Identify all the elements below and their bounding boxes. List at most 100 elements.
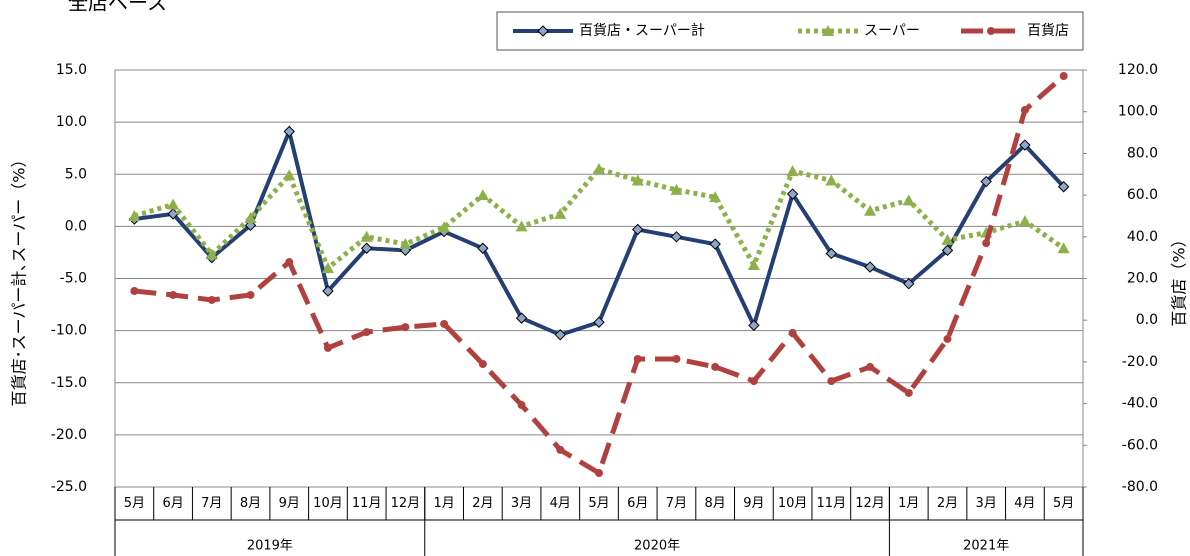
data-point: [283, 169, 296, 181]
x-tick-label: 4月: [550, 496, 571, 511]
data-point: [786, 165, 799, 177]
x-tick-label: 3月: [511, 496, 532, 511]
x-tick-label: 12月: [855, 496, 885, 511]
series-line: [133, 166, 1066, 273]
x-tick-label: 4月: [1014, 496, 1035, 511]
data-point: [825, 247, 838, 260]
data-point: [283, 125, 295, 138]
y-tick-label: 15.0: [56, 62, 87, 78]
data-point: [438, 221, 451, 233]
legend-marker: [987, 27, 995, 35]
y-tick-label: -25.0: [51, 479, 87, 495]
data-point: [1057, 242, 1070, 254]
data-point: [943, 334, 952, 343]
data-point: [477, 242, 489, 254]
y2-tick-label: -60.0: [1122, 437, 1158, 453]
legend-box: [496, 11, 1084, 51]
data-point: [749, 377, 758, 386]
data-point: [941, 233, 954, 245]
legend-label: スーパー: [864, 23, 920, 39]
data-point: [285, 258, 294, 267]
year-label: 2020年: [634, 539, 680, 554]
x-tick-label: 10月: [778, 496, 808, 511]
y-tick-label: 5.0: [65, 166, 87, 182]
data-point: [401, 323, 410, 332]
legend-marker: [822, 25, 834, 36]
year-label: 2021年: [963, 539, 1009, 554]
x-tick-label: 5月: [588, 496, 609, 511]
y-tick-label: 0.0: [65, 218, 87, 234]
y2-tick-label: 60.0: [1127, 187, 1158, 203]
data-point: [323, 343, 332, 352]
x-tick-label: 7月: [666, 496, 687, 511]
y2-axis-label: 百貨店（%）: [1170, 231, 1189, 326]
data-point: [246, 290, 255, 299]
y-tick-label: -20.0: [51, 427, 87, 443]
data-point: [554, 329, 566, 341]
data-point: [711, 362, 720, 371]
x-tick-label: 8月: [240, 496, 261, 511]
data-point: [478, 359, 487, 368]
data-point: [440, 319, 449, 328]
y-axis-label: 百貨店･スーパー計､スーパー（%）: [10, 152, 29, 407]
y2-tick-label: 40.0: [1127, 229, 1158, 245]
data-point: [360, 230, 373, 242]
data-point: [244, 212, 257, 224]
y2-tick-label: 120.0: [1118, 62, 1158, 78]
data-point: [632, 223, 644, 236]
data-point: [205, 248, 218, 260]
data-point: [1057, 181, 1070, 193]
y2-tick-label: -80.0: [1122, 479, 1158, 495]
data-point: [556, 445, 565, 454]
data-point: [476, 189, 489, 201]
x-tick-label: 9月: [743, 496, 764, 511]
data-point: [709, 238, 721, 250]
data-point: [128, 209, 141, 221]
plot-frame: [114, 69, 1084, 488]
data-point: [825, 174, 838, 186]
x-tick-label: 7月: [201, 496, 222, 511]
data-point: [1020, 106, 1029, 115]
data-point: [595, 469, 603, 478]
series-line: [134, 125, 1066, 337]
x-tick-label: 1月: [898, 496, 919, 511]
y2-tick-label: 20.0: [1127, 271, 1158, 287]
data-point: [788, 328, 797, 337]
data-point: [670, 231, 683, 243]
year-label: 2019年: [247, 539, 293, 554]
y-tick-label: -10.0: [51, 323, 87, 339]
data-point: [167, 198, 180, 210]
x-tick-label: 3月: [976, 496, 997, 511]
data-point: [631, 174, 644, 186]
x-tick-label: 8月: [705, 496, 726, 511]
y2-tick-label: -40.0: [1122, 396, 1158, 412]
x-tick-label: 12月: [391, 496, 421, 511]
x-tick-label: 6月: [162, 496, 183, 511]
legend-label: 百貨店: [1027, 22, 1069, 39]
legend-label: 百貨店・スーパー計: [579, 22, 705, 39]
data-point: [980, 175, 992, 188]
data-point: [786, 188, 799, 200]
y-tick-label: -15.0: [51, 375, 87, 391]
data-point: [554, 207, 567, 219]
data-point: [593, 163, 605, 175]
data-point: [902, 194, 915, 206]
data-point: [633, 354, 642, 363]
data-point: [904, 388, 913, 397]
y-tick-label: 10.0: [56, 114, 87, 130]
data-point: [827, 377, 836, 386]
y2-tick-label: 100.0: [1118, 104, 1158, 120]
data-point: [1019, 139, 1031, 151]
data-point: [362, 328, 371, 337]
data-point: [515, 220, 528, 232]
data-point: [360, 242, 373, 254]
x-tick-label: 11月: [352, 496, 382, 511]
y-tick-label: -5.0: [60, 271, 87, 287]
x-tick-label: 1月: [433, 496, 454, 511]
data-point: [169, 290, 178, 299]
data-point: [1059, 72, 1068, 81]
data-point: [517, 401, 526, 410]
data-point: [982, 239, 991, 248]
x-tick-label: 11月: [817, 496, 847, 511]
